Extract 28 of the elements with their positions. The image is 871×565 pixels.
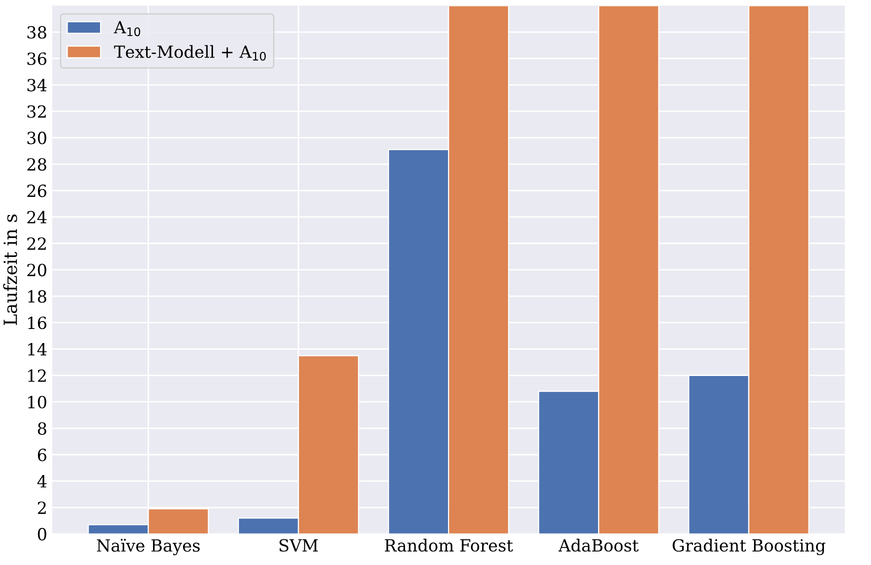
y-tick-label: 16: [28, 316, 46, 330]
y-tick-label: 0: [38, 528, 46, 540]
x-tick-label: Random Forest: [384, 538, 514, 552]
legend-label: Text-Modell + A$_{10}$: [114, 45, 266, 61]
x-tick-label: AdaBoost: [558, 538, 639, 552]
y-tick-label: 18: [28, 290, 46, 303]
y-tick-label: 28: [27, 158, 46, 171]
y-tick-label: 36: [27, 52, 46, 66]
y-tick-label: 2: [38, 501, 46, 514]
y-tick-label: 38: [27, 26, 46, 39]
y-tick-label: 10: [28, 396, 46, 408]
y-tick-label: 22: [27, 237, 46, 250]
y-tick-label: 12: [28, 369, 46, 382]
y-tick-label: 34: [27, 78, 47, 92]
x-tick-label: Gradient Boosting: [672, 538, 826, 556]
y-tick-label: 30: [27, 132, 46, 144]
y-tick-label: 24: [27, 210, 47, 224]
y-tick-label: 32: [27, 105, 46, 118]
y-tick-label: 6: [38, 448, 46, 462]
y-tick-label: 14: [28, 342, 47, 356]
y-axis-title: Laufzeit in s: [3, 214, 18, 326]
y-tick-label: 8: [38, 422, 46, 435]
y-tick-label: 26: [27, 184, 46, 198]
x-tick-label: SVM: [280, 539, 318, 552]
legend-label: A$_{10}$: [114, 21, 140, 36]
y-tick-label: 4: [37, 475, 47, 488]
x-tick-label: Naïve Bayes: [96, 538, 200, 556]
y-tick-label: 20: [27, 264, 46, 276]
